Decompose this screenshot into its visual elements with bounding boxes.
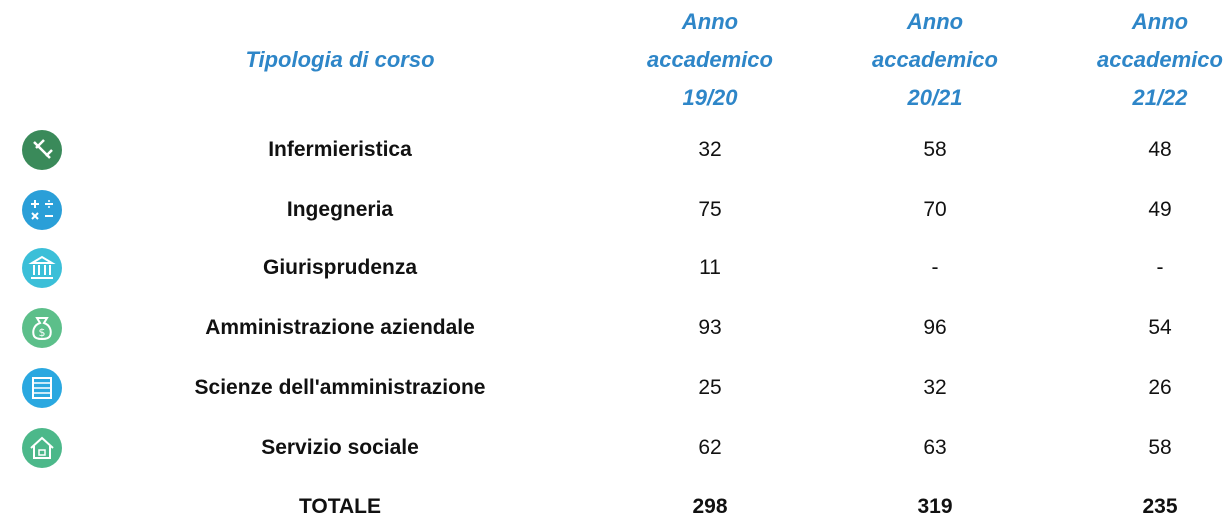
icon-house xyxy=(22,428,62,468)
course-name: Amministrazione aziendale xyxy=(205,316,475,339)
value-cell: 70 xyxy=(923,198,947,221)
value-cell: 32 xyxy=(923,376,947,399)
total-label: TOTALE xyxy=(298,495,382,518)
svg-text:$: $ xyxy=(39,326,46,339)
total-value: 319 xyxy=(917,495,953,518)
value-cell: 63 xyxy=(923,436,947,459)
icon-money-bag: $ xyxy=(22,308,62,348)
value-cell: 11 xyxy=(699,256,721,279)
course-name: Ingegneria xyxy=(286,198,394,221)
value-cell: 32 xyxy=(698,138,722,161)
value-cell: 48 xyxy=(1148,138,1172,161)
header-cell: Anno accademico 21/22 xyxy=(1097,9,1223,110)
value-cell: - xyxy=(931,256,939,279)
value-cell: 25 xyxy=(698,376,722,399)
icon-abacus xyxy=(22,368,62,408)
header-cell: Anno accademico 20/21 xyxy=(872,9,998,110)
header-cell: Tipologia di corso xyxy=(245,47,435,72)
value-cell: 26 xyxy=(1148,376,1172,399)
value-cell: 96 xyxy=(923,316,947,339)
value-cell: - xyxy=(1156,256,1164,279)
value-cell: 75 xyxy=(698,198,722,221)
course-name: Giurisprudenza xyxy=(262,256,418,279)
header-cell: Anno accademico 19/20 xyxy=(647,9,773,110)
value-cell: 93 xyxy=(698,316,722,339)
value-cell: 58 xyxy=(923,138,947,161)
value-cell: 62 xyxy=(698,436,722,459)
value-cell: 54 xyxy=(1148,316,1172,339)
value-cell: 58 xyxy=(1148,436,1172,459)
course-name: Servizio sociale xyxy=(261,436,419,459)
course-name: Infermieristica xyxy=(268,138,412,161)
icon-court xyxy=(22,248,62,288)
value-cell: 49 xyxy=(1148,198,1172,221)
icon-math xyxy=(22,190,62,230)
course-name: Scienze dell'amministrazione xyxy=(194,376,486,399)
icon-syringe xyxy=(22,130,62,170)
total-value: 235 xyxy=(1142,495,1178,518)
total-value: 298 xyxy=(692,495,728,518)
